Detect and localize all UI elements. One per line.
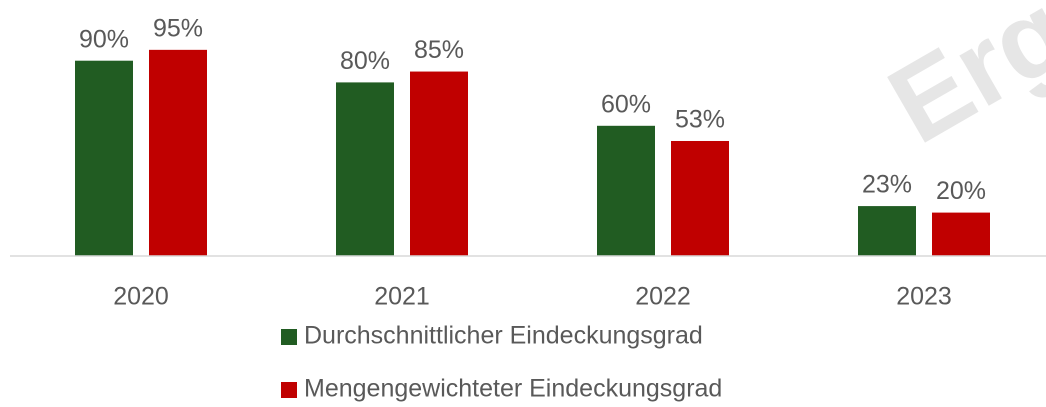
bar (149, 49, 207, 256)
x-tick-label: 2020 (113, 283, 169, 311)
bar (410, 71, 468, 256)
x-tick-label: 2022 (635, 283, 691, 311)
watermark: Erge (869, 0, 1046, 167)
value-label: 85% (414, 36, 464, 64)
legend-swatch (281, 382, 297, 398)
value-label: 80% (340, 47, 390, 75)
legend-swatch (281, 329, 297, 345)
bar (597, 125, 655, 256)
bar (858, 206, 916, 256)
x-tick-label: 2021 (374, 283, 430, 311)
value-label: 20% (936, 177, 986, 205)
value-label: 95% (153, 14, 203, 42)
bar (75, 60, 133, 257)
bar (671, 140, 729, 256)
bar (336, 82, 394, 257)
value-label: 23% (862, 171, 912, 199)
bar (932, 212, 990, 256)
x-tick-label: 2023 (896, 283, 952, 311)
value-label: 90% (79, 25, 129, 53)
value-label: 60% (601, 90, 651, 118)
legend-label: Durchschnittlicher Eindeckungsgrad (304, 322, 703, 350)
value-label: 53% (675, 106, 725, 134)
legend-label: Mengengewichteter Eindeckungsgrad (304, 375, 722, 403)
